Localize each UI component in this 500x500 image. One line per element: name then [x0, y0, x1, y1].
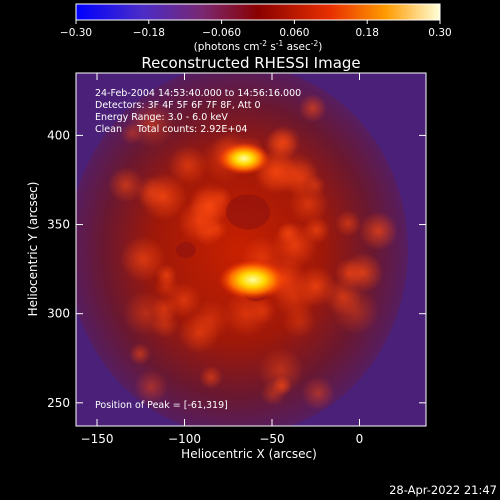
- annotation-block: 24-Feb-2004 14:53:40.000 to 14:56:16.000…: [95, 88, 301, 135]
- y-tick-label: 250: [47, 396, 70, 410]
- x-tick-label: −100: [168, 432, 201, 446]
- colorbar-tick-label: −0.30: [60, 27, 92, 39]
- x-tick-label: −50: [259, 432, 284, 446]
- heatmap-image: [76, 73, 426, 426]
- colorbar-ticks: −0.30 −0.18 −0.060 0.060 0.18 0.30: [60, 20, 452, 39]
- annotation-line-2: Detectors: 3F 4F 5F 6F 7F 8F, Att 0: [95, 100, 261, 111]
- colorbar-tick-label: −0.060: [202, 27, 241, 39]
- footer-timestamp: 28-Apr-2022 21:47: [389, 483, 497, 497]
- plot-frame: [75, 72, 427, 427]
- y-tick-label: 350: [47, 218, 70, 232]
- y-axis: 250 300 350 400: [47, 128, 426, 410]
- emission-source: [218, 142, 270, 175]
- annotation-line-1: 24-Feb-2004 14:53:40.000 to 14:56:16.000: [95, 88, 301, 99]
- annotation-line-4: Clean Total counts: 2.92E+04: [95, 124, 247, 135]
- colorbar-tick-label: 0.18: [356, 27, 379, 39]
- y-tick-label: 400: [47, 128, 70, 142]
- colorbar-tick-label: −0.18: [133, 27, 165, 39]
- colorbar: [75, 3, 441, 21]
- y-tick-label: 300: [47, 307, 70, 321]
- chart-title: Reconstructed RHESSI Image: [141, 54, 360, 72]
- x-tick-label: −150: [81, 432, 114, 446]
- colorbar-units: (photons cm-2 s-1 asec-2): [194, 39, 323, 53]
- x-axis: −150 −100 −50 0: [81, 73, 364, 446]
- colorbar-tick-label: 0.060: [279, 27, 309, 39]
- emission-source: [218, 259, 287, 300]
- x-tick-label: 0: [356, 432, 364, 446]
- y-axis-label: Heliocentric Y (arcsec): [26, 182, 40, 317]
- x-axis-label: Heliocentric X (arcsec): [181, 447, 317, 461]
- annotation-line-3: Energy Range: 3.0 - 6.0 keV: [95, 112, 228, 123]
- peak-position-label: Position of Peak = [-61,319]: [95, 400, 228, 411]
- colorbar-tick-label: 0.30: [428, 27, 451, 39]
